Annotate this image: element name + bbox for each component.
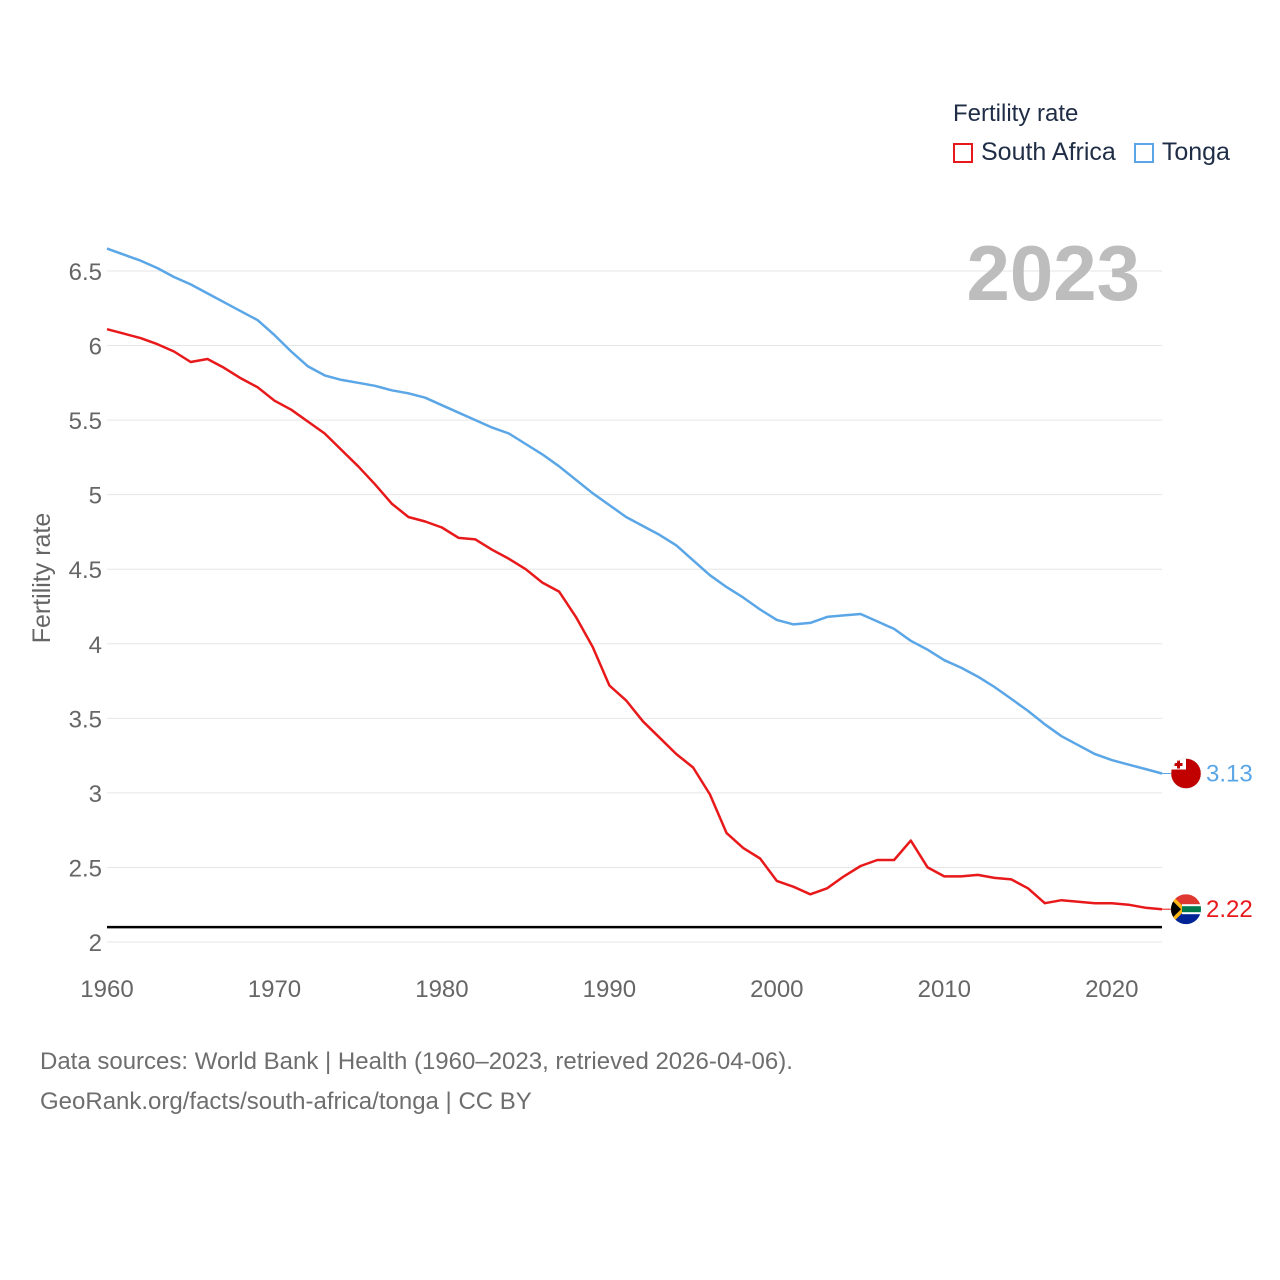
y-tick-label: 2.5 <box>69 855 102 882</box>
y-tick-label: 5 <box>89 483 102 510</box>
x-tick-label: 2000 <box>750 976 803 1003</box>
y-tick-label: 3.5 <box>69 706 102 733</box>
legend: Fertility rate South Africa Tonga <box>953 100 1248 167</box>
legend-item-tonga[interactable]: Tonga <box>1133 138 1230 167</box>
legend-label-south-africa: South Africa <box>981 138 1116 166</box>
legend-item-south-africa[interactable]: South Africa <box>953 138 1116 167</box>
legend-label-tonga: Tonga <box>1161 138 1230 166</box>
y-tick-label: 2 <box>89 930 102 957</box>
x-tick-label: 2010 <box>918 976 971 1003</box>
legend-swatch-tonga <box>1133 142 1154 163</box>
y-axis-ticks: 2 2.5 3 3.5 4 4.5 5 5.5 6 6.5 <box>69 259 102 957</box>
series-line-south-africa[interactable] <box>106 327 1163 911</box>
end-markers: 2.22 3.13 <box>1162 758 1253 925</box>
y-tick-label: 3 <box>89 781 102 808</box>
footer: Data sources: World Bank | Health (1960–… <box>40 1042 793 1122</box>
y-tick-label: 6 <box>89 334 102 361</box>
south-africa-flag-icon <box>1171 894 1201 925</box>
y-axis-label: Fertility rate <box>28 513 56 644</box>
x-tick-label: 2020 <box>1085 976 1138 1003</box>
legend-swatch-south-africa <box>953 142 973 163</box>
x-tick-label: 1980 <box>415 976 468 1003</box>
y-tick-label: 6.5 <box>69 259 102 286</box>
x-axis-ticks: 1960 1970 1980 1990 2000 2010 2020 <box>80 976 1138 1003</box>
year-label: 2023 <box>966 229 1140 317</box>
tonga-flag-icon <box>1170 758 1202 789</box>
series-line-tonga[interactable] <box>106 247 1163 775</box>
end-value-label-tonga: 3.13 <box>1206 761 1253 788</box>
data-source-note: Data sources: World Bank | Health (1960–… <box>40 1048 793 1075</box>
x-tick-label: 1960 <box>80 976 133 1003</box>
series-lines <box>106 247 1163 911</box>
legend-title: Fertility rate <box>953 100 1079 127</box>
y-tick-label: 5.5 <box>69 408 102 435</box>
end-value-label-south-africa: 2.22 <box>1206 896 1253 923</box>
y-tick-label: 4.5 <box>69 557 102 584</box>
attribution-link[interactable]: GeoRank.org/facts/south-africa/tonga | C… <box>40 1088 532 1115</box>
grid-lines <box>107 270 1162 943</box>
x-tick-label: 1970 <box>248 976 301 1003</box>
y-tick-label: 4 <box>89 632 102 659</box>
x-tick-label: 1990 <box>583 976 636 1003</box>
